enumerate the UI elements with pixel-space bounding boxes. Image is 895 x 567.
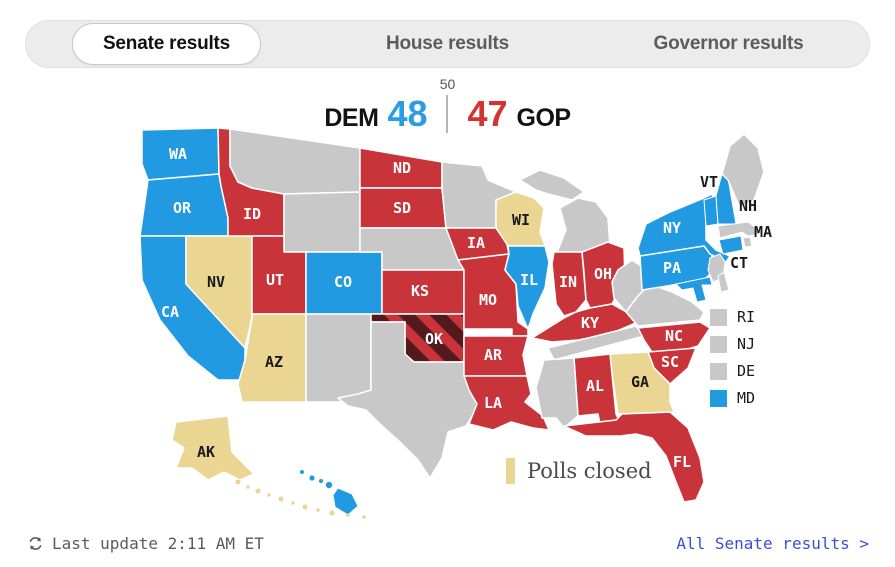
legend-swatch-ri — [710, 308, 727, 326]
legend-row-de: DE — [710, 362, 755, 380]
ak-aleutian-island — [255, 488, 261, 494]
tab-senate-results[interactable]: Senate results — [26, 23, 307, 65]
legend-swatch-nj — [710, 335, 727, 353]
dem-label: DEM — [324, 104, 379, 132]
state-va[interactable] — [625, 283, 705, 327]
state-ar[interactable] — [463, 335, 529, 377]
state-ms[interactable] — [535, 357, 579, 429]
legend-label-de: DE — [737, 362, 756, 380]
state-nm[interactable] — [305, 313, 372, 403]
last-update-status: Last update 2:11 AM ET — [28, 534, 264, 553]
hi-island — [325, 481, 333, 489]
legend-label-ri: RI — [737, 308, 756, 326]
legend-swatch-md — [710, 389, 727, 407]
state-co[interactable] — [305, 251, 383, 315]
state-me[interactable] — [721, 133, 765, 209]
state-wi[interactable] — [495, 191, 546, 247]
legend-row-nj: NJ — [710, 335, 755, 353]
legend-label-md: MD — [737, 389, 756, 407]
legend-swatch-de — [710, 362, 727, 380]
state-in[interactable] — [551, 251, 587, 317]
legend-row-md: MD — [710, 389, 755, 407]
last-update-text: Last update 2:11 AM ET — [52, 534, 264, 553]
results-tab-bar: Senate results House results Governor re… — [25, 20, 870, 68]
state-ct[interactable] — [718, 235, 744, 255]
hi-island — [319, 479, 323, 483]
ak-aleutian-island — [329, 510, 335, 516]
ak-aleutian-island — [346, 513, 350, 517]
refresh-icon — [28, 536, 43, 551]
tab-house-results[interactable]: House results — [307, 24, 588, 64]
state-ks[interactable] — [381, 269, 465, 315]
state-wy[interactable] — [283, 191, 361, 253]
state-nh[interactable] — [715, 173, 737, 225]
state-hi[interactable] — [332, 487, 359, 516]
state-ma[interactable] — [717, 221, 761, 239]
state-nd[interactable] — [359, 147, 443, 189]
map-label-vt: VT — [700, 173, 718, 191]
tab-governor-results[interactable]: Governor results — [588, 24, 869, 64]
state-mi_up[interactable] — [519, 169, 585, 201]
polls-closed-label: Polls closed — [527, 459, 652, 483]
state-or[interactable] — [139, 173, 229, 237]
gop-seat-count: 47 — [467, 93, 508, 134]
all-senate-results-link[interactable]: All Senate results > — [676, 534, 869, 553]
tab-house-results-label: House results — [385, 33, 510, 54]
state-ri[interactable] — [742, 236, 753, 248]
legend-row-ri: RI — [710, 308, 755, 326]
ak-aleutian-island — [267, 493, 271, 497]
map-label-ct: CT — [730, 254, 748, 272]
hi-island — [309, 475, 315, 481]
dem-seat-count: 48 — [387, 93, 428, 134]
majority-divider — [446, 95, 449, 133]
state-wa[interactable] — [141, 127, 220, 181]
ak-aleutian-island — [316, 508, 320, 512]
seat-scoreboard: 50 DEM 48 47 GOP — [0, 76, 895, 135]
polls-closed-legend: Polls closed — [506, 458, 652, 484]
ak-aleutian-island — [278, 496, 284, 502]
ak-aleutian-island — [291, 501, 295, 505]
footer-bar: Last update 2:11 AM ET All Senate result… — [28, 534, 869, 553]
legend-label-nj: NJ — [737, 335, 756, 353]
state-ak[interactable] — [171, 415, 255, 481]
state-de[interactable] — [717, 271, 730, 293]
ak-aleutian-island — [246, 485, 250, 489]
polls-closed-swatch — [506, 458, 515, 484]
state-mt[interactable] — [229, 128, 361, 195]
ak-aleutian-island — [302, 504, 308, 510]
ak-aleutian-island — [235, 479, 241, 485]
state-fl[interactable] — [563, 411, 705, 503]
state-la[interactable] — [463, 375, 550, 431]
gop-label: GOP — [516, 104, 572, 132]
hi-island — [300, 470, 304, 474]
ak-aleutian-island — [362, 515, 366, 519]
majority-marker-label: 50 — [439, 76, 456, 92]
small-state-legend: RI NJ DE MD — [710, 308, 755, 416]
state-tx[interactable] — [337, 321, 479, 479]
state-sd[interactable] — [359, 187, 447, 229]
state-md[interactable] — [675, 276, 713, 303]
tab-governor-results-label: Governor results — [653, 33, 804, 54]
state-il[interactable] — [504, 245, 550, 330]
tab-senate-results-label: Senate results — [71, 23, 262, 65]
